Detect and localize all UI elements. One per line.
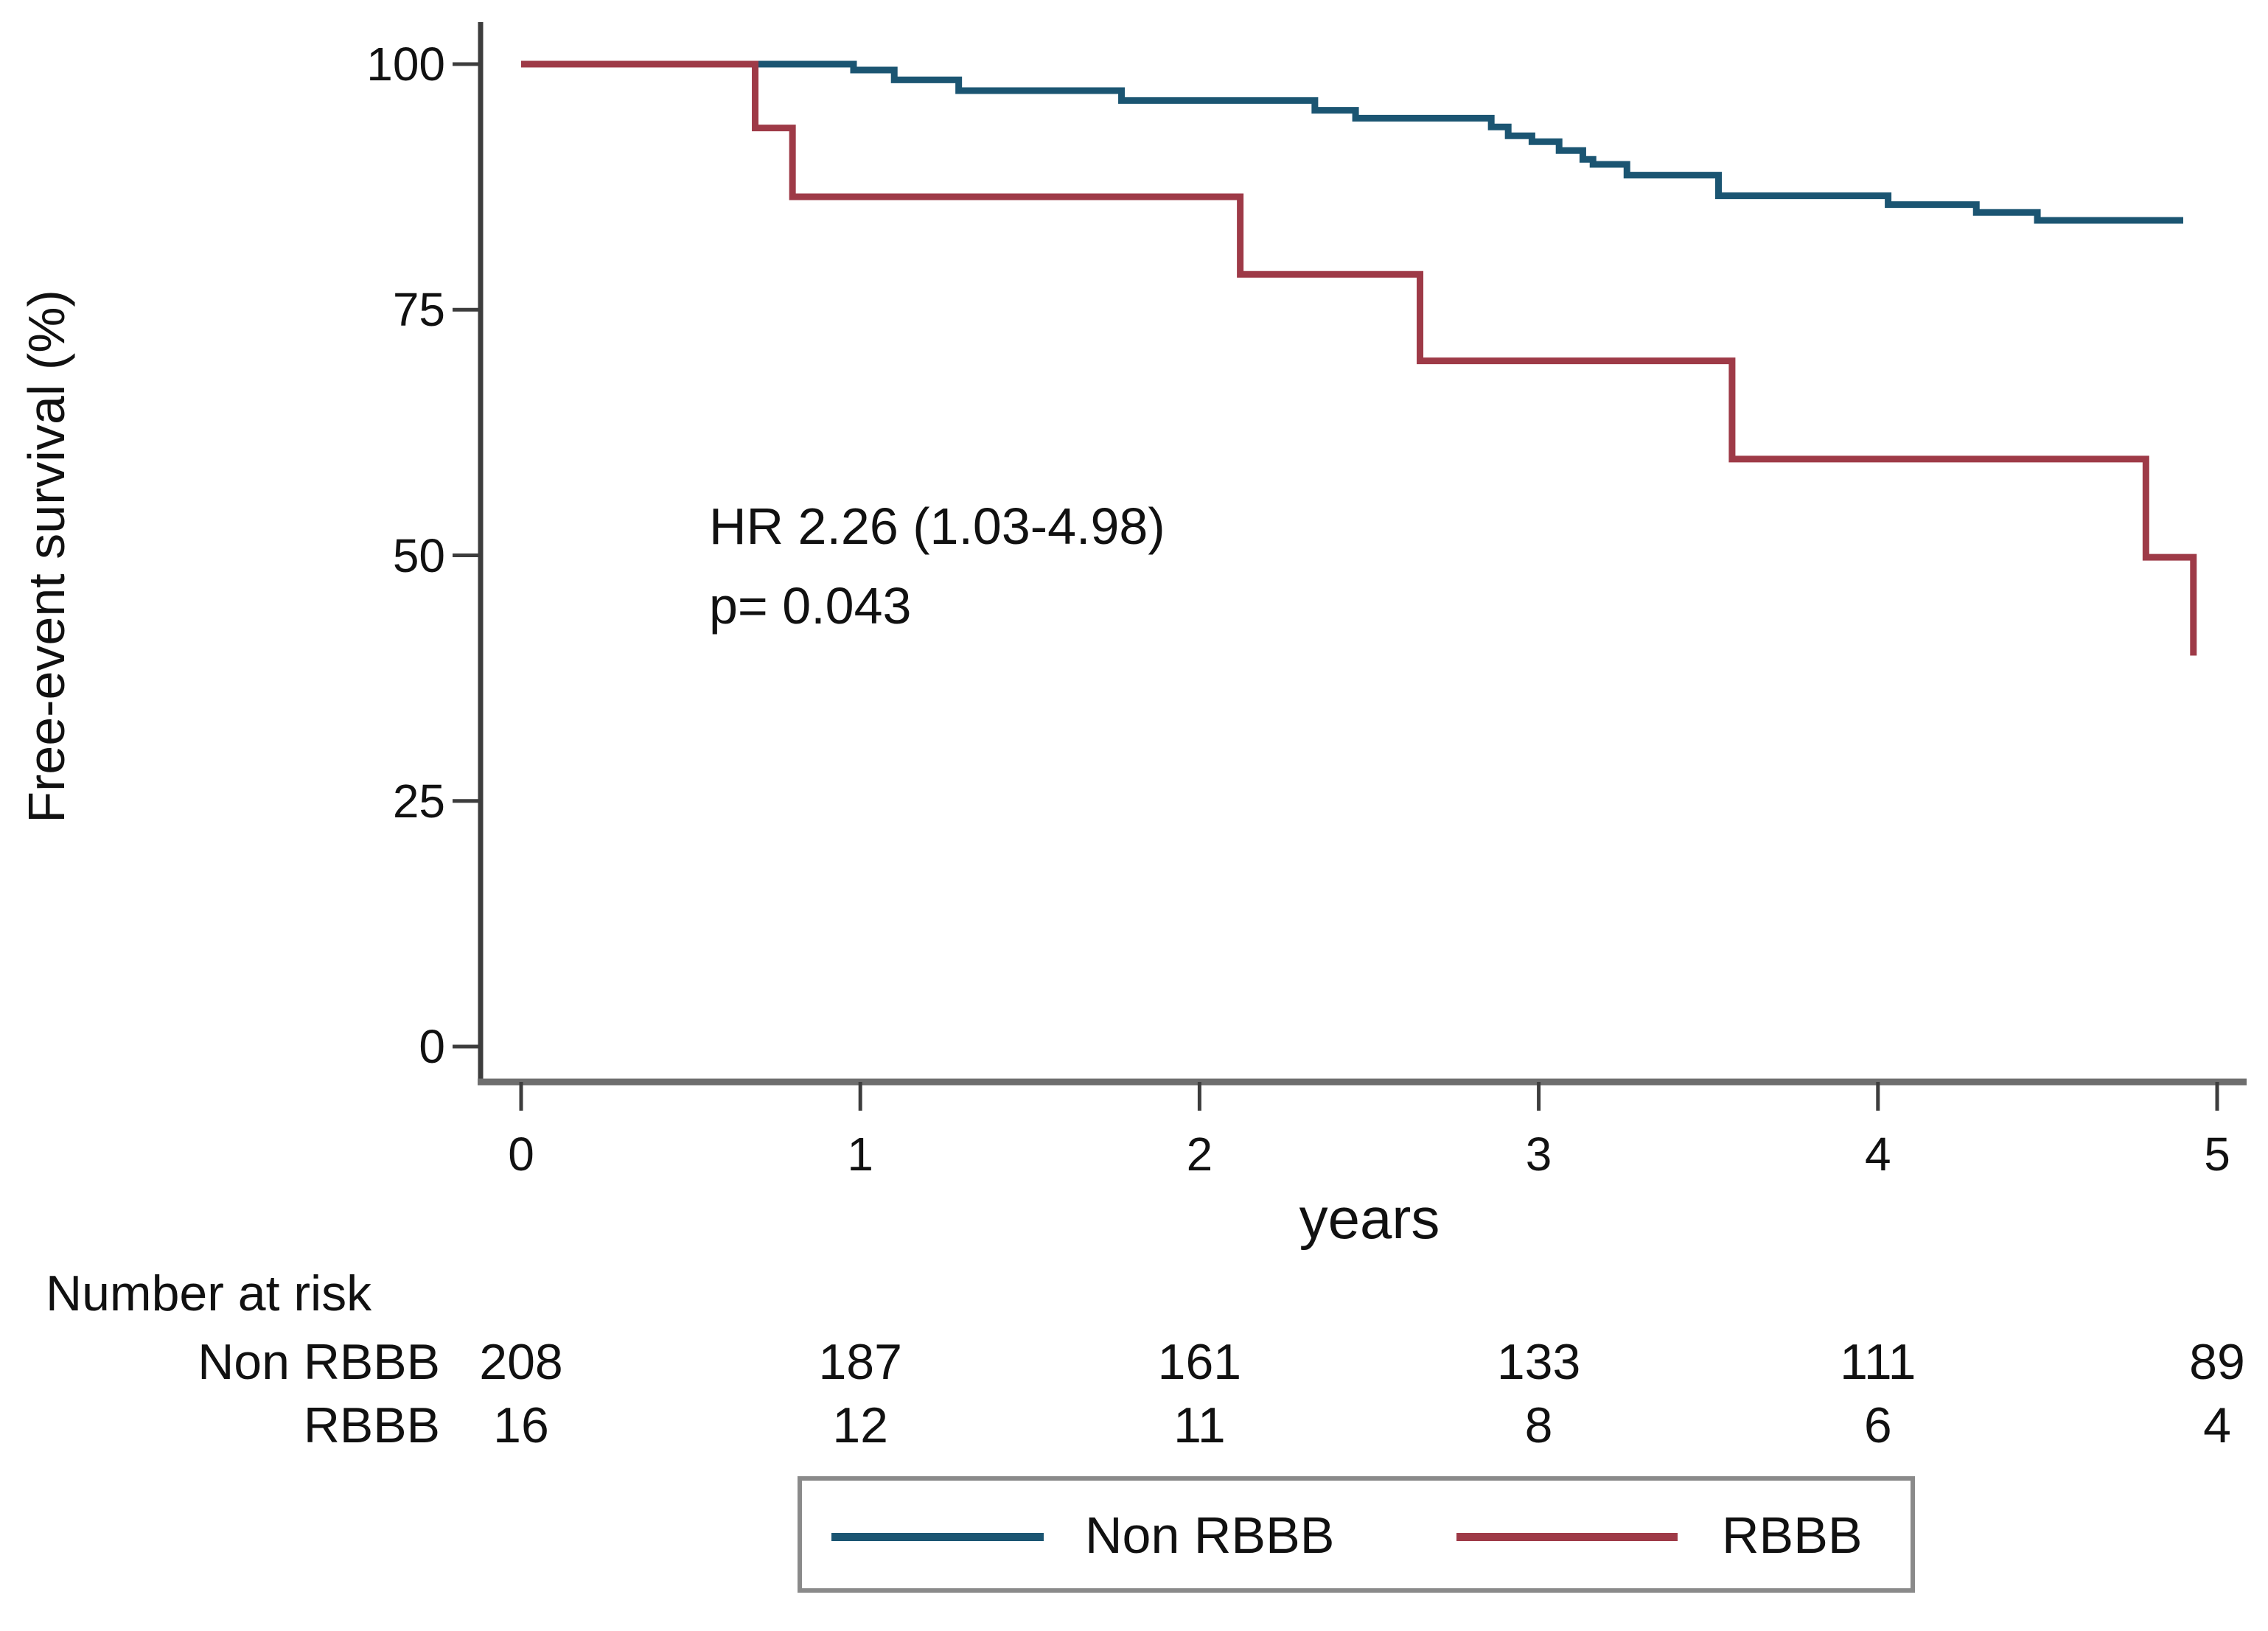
x-tick-label: 4 [1865, 1128, 1891, 1181]
x-axis-title: years [1299, 1186, 1440, 1251]
risk-count: 89 [2189, 1334, 2245, 1390]
y-tick-label: 100 [366, 38, 445, 91]
risk-count: 133 [1496, 1334, 1581, 1390]
risk-count: 12 [832, 1397, 888, 1453]
number-at-risk-title: Number at risk [46, 1265, 372, 1321]
y-tick-label: 25 [392, 774, 445, 828]
p-value-line: p= 0.043 [709, 577, 912, 635]
risk-count: 208 [479, 1334, 563, 1390]
x-tick-label: 5 [2204, 1128, 2230, 1181]
risk-count: 16 [493, 1397, 549, 1453]
y-tick-label: 0 [419, 1020, 445, 1073]
risk-count: 4 [2203, 1397, 2231, 1453]
x-tick-label: 3 [1525, 1128, 1552, 1181]
risk-count: 161 [1157, 1334, 1242, 1390]
risk-row-label-non-rbbb: Non RBBB [198, 1334, 440, 1390]
hr-annotation: HR 2.26 (1.03-4.98) p= 0.043 [709, 486, 1165, 646]
hr-annotation-line1: HR 2.26 (1.03-4.98) [709, 497, 1165, 555]
risk-count: 111 [1840, 1334, 1916, 1390]
rbbb-curve [521, 60, 2197, 656]
y-axis-title: Free-event survival (%) [18, 290, 75, 823]
risk-count: 8 [1524, 1397, 1553, 1453]
legend-line-non-rbbb [831, 1533, 1044, 1541]
x-tick-label: 2 [1186, 1128, 1213, 1181]
risk-count: 11 [1173, 1397, 1226, 1453]
legend-label-non-rbbb: Non RBBB [1085, 1506, 1335, 1564]
legend-line-rbbb [1456, 1533, 1678, 1541]
risk-count: 187 [818, 1334, 902, 1390]
y-tick-label: 50 [392, 528, 445, 582]
risk-row-label-rbbb: RBBB [303, 1397, 440, 1453]
y-tick-label: 75 [392, 283, 445, 337]
x-tick-label: 0 [508, 1128, 534, 1181]
non-rbbb-curve [521, 60, 2183, 224]
x-tick-label: 1 [847, 1128, 873, 1181]
risk-count: 6 [1863, 1397, 1892, 1453]
legend-label-rbbb: RBBB [1722, 1506, 1863, 1564]
legend: Non RBBB RBBB [798, 1476, 1915, 1593]
